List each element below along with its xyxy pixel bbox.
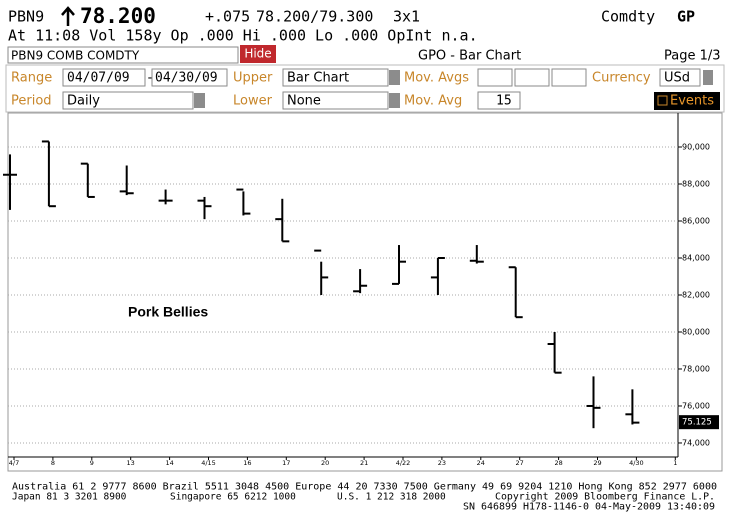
annotation: Pork Bellies bbox=[128, 304, 208, 320]
y-tick-label: 78,000 bbox=[682, 364, 710, 373]
range-end-box[interactable] bbox=[151, 68, 228, 87]
range-start-box[interactable] bbox=[62, 68, 146, 87]
upper[interactable]: Bar Chart bbox=[287, 71, 349, 86]
x-tick-label: 4/7 bbox=[9, 459, 19, 467]
period-box[interactable] bbox=[62, 91, 194, 110]
x-tick-label: 14 bbox=[165, 459, 173, 467]
dropdown[interactable] bbox=[389, 70, 400, 85]
mov-avg[interactable]: 15 bbox=[496, 94, 512, 109]
footer-singapore: Singapore 65 6212 1000 bbox=[170, 492, 296, 503]
y-tick-label: 88,000 bbox=[682, 179, 710, 188]
mov-avg-label: Mov. Avg bbox=[404, 94, 462, 109]
chart: 74,000 76,000 78,000 80,000 82,000 84,000 86,0… bbox=[3, 140, 719, 467]
change: +.075 bbox=[205, 8, 250, 26]
footer-copyright: Copyright 2009 Bloomberg Finance L.P. bbox=[495, 492, 715, 503]
range-end[interactable]: 04/30/09 bbox=[155, 71, 218, 86]
price: 78.200 bbox=[80, 4, 156, 28]
page: Page 1/3 bbox=[664, 49, 721, 64]
security[interactable]: PBN9 COMB COMDTY bbox=[11, 49, 140, 63]
up-arrow bbox=[61, 6, 75, 26]
y-tick-label: 86,000 bbox=[682, 216, 710, 225]
x-tick-label: 9 bbox=[90, 459, 94, 467]
x-tick-label: 24 bbox=[477, 459, 485, 467]
mov-avgs-label: Mov. Avgs bbox=[404, 71, 469, 86]
events-button[interactable] bbox=[654, 92, 720, 110]
footer-us: U.S. 1 212 318 2000 bbox=[337, 492, 446, 503]
x-tick-label: 4/15 bbox=[201, 459, 216, 467]
events-label[interactable]: Events bbox=[670, 94, 714, 109]
lower[interactable]: None bbox=[287, 94, 321, 109]
size: 3x1 bbox=[393, 8, 420, 26]
hide-label[interactable]: Hide bbox=[244, 47, 271, 61]
y-tick-label: 76,000 bbox=[682, 401, 710, 410]
y-tick-label: 90,000 bbox=[682, 143, 710, 152]
function: GP bbox=[677, 8, 695, 26]
x-tick-label: 21 bbox=[360, 459, 368, 467]
events-icon[interactable] bbox=[657, 95, 668, 106]
screen-name: GPO - Bar Chart bbox=[418, 49, 521, 64]
x-tick-label: 1 bbox=[673, 459, 677, 467]
y-tick-label: 80,000 bbox=[682, 327, 710, 336]
period-label: Period bbox=[11, 94, 52, 109]
period[interactable]: Daily bbox=[67, 94, 100, 109]
dropdown[interactable] bbox=[194, 93, 205, 108]
range-start[interactable]: 04/07/09 bbox=[67, 71, 130, 86]
hide-button[interactable] bbox=[240, 45, 276, 63]
y-tick-label: 84,000 bbox=[682, 253, 710, 262]
mov-avg-box[interactable] bbox=[551, 68, 587, 87]
x-tick-label: 20 bbox=[321, 459, 329, 467]
x-tick-label: 28 bbox=[554, 459, 562, 467]
dropdown[interactable] bbox=[703, 70, 713, 85]
x-tick-label: 16 bbox=[243, 459, 251, 467]
footer-sn: SN 646899 H178-1146-0 04-May-2009 13:40:… bbox=[463, 502, 715, 513]
market: Comdty bbox=[601, 8, 655, 26]
y-tick-label: 82,000 bbox=[682, 290, 710, 299]
last-price-label: 75.125 bbox=[682, 418, 712, 428]
currency[interactable]: USd bbox=[664, 71, 690, 86]
x-tick-label: 27 bbox=[516, 459, 524, 467]
range-label: Range bbox=[11, 71, 52, 86]
x-tick-label: 13 bbox=[127, 459, 135, 467]
mov-avg-box[interactable] bbox=[514, 68, 550, 87]
chart-frame bbox=[7, 112, 723, 472]
stats: At 11:08 Vol 158y Op .000 Hi .000 Lo .00… bbox=[8, 27, 478, 45]
y-tick-label: 74,000 bbox=[682, 438, 710, 447]
x-tick-label: 8 bbox=[51, 459, 55, 467]
last-price-box bbox=[679, 415, 719, 430]
ticker: PBN9 bbox=[8, 8, 44, 26]
x-tick-label: 17 bbox=[282, 459, 290, 467]
currency-box[interactable] bbox=[659, 68, 701, 87]
mov-avg-value-box[interactable] bbox=[477, 91, 521, 110]
x-tick-label: 23 bbox=[438, 459, 446, 467]
bid-ask: 78.200/79.300 bbox=[256, 8, 373, 26]
footer-japan: Japan 81 3 3201 8900 bbox=[12, 492, 127, 503]
x-tick-label: 29 bbox=[593, 459, 601, 467]
x-tick-label: 4/22 bbox=[396, 459, 411, 467]
upper-box[interactable] bbox=[282, 68, 389, 87]
lower-box[interactable] bbox=[282, 91, 389, 110]
dropdown[interactable] bbox=[389, 93, 400, 108]
lower-label: Lower bbox=[233, 94, 273, 109]
currency-label: Currency bbox=[592, 71, 651, 86]
range-sep: - bbox=[146, 71, 154, 86]
footer-contacts: Australia 61 2 9777 8600 Brazil 5511 304… bbox=[12, 482, 717, 493]
upper-label: Upper bbox=[233, 71, 273, 86]
security-box[interactable] bbox=[7, 46, 239, 64]
mov-avg-box[interactable] bbox=[477, 68, 513, 87]
x-tick-label: 4/30 bbox=[629, 459, 644, 467]
